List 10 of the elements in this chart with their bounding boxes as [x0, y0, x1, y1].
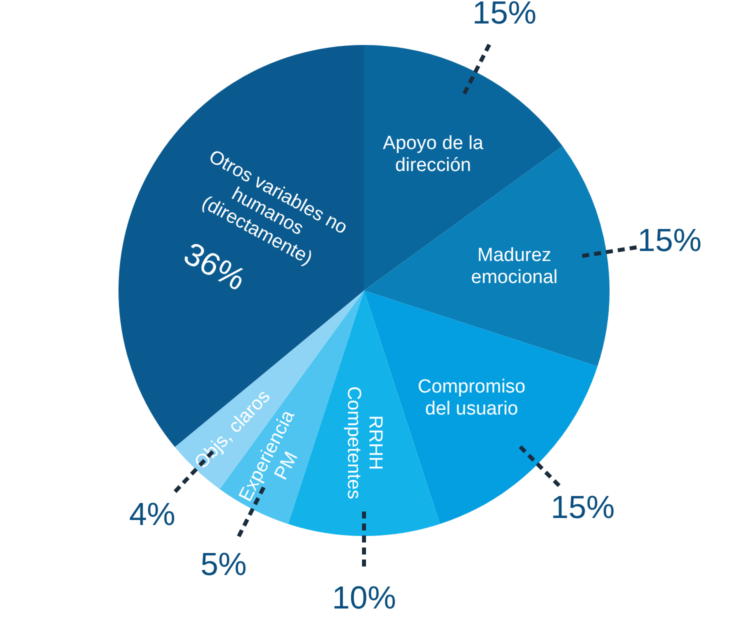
data-label: 15%	[550, 489, 615, 526]
slice-label: Apoyo de la dirección	[382, 133, 484, 176]
data-label: 4%	[129, 496, 176, 532]
slice-label: RRHH Competentes	[342, 386, 386, 500]
data-label: 15%	[638, 222, 702, 258]
slice-label: Compromiso del usuario	[418, 376, 526, 420]
data-label: 15%	[472, 0, 536, 31]
slice-label: Madurez emocional	[471, 245, 558, 288]
data-label: 5%	[200, 546, 247, 582]
data-label: 10%	[332, 580, 396, 616]
